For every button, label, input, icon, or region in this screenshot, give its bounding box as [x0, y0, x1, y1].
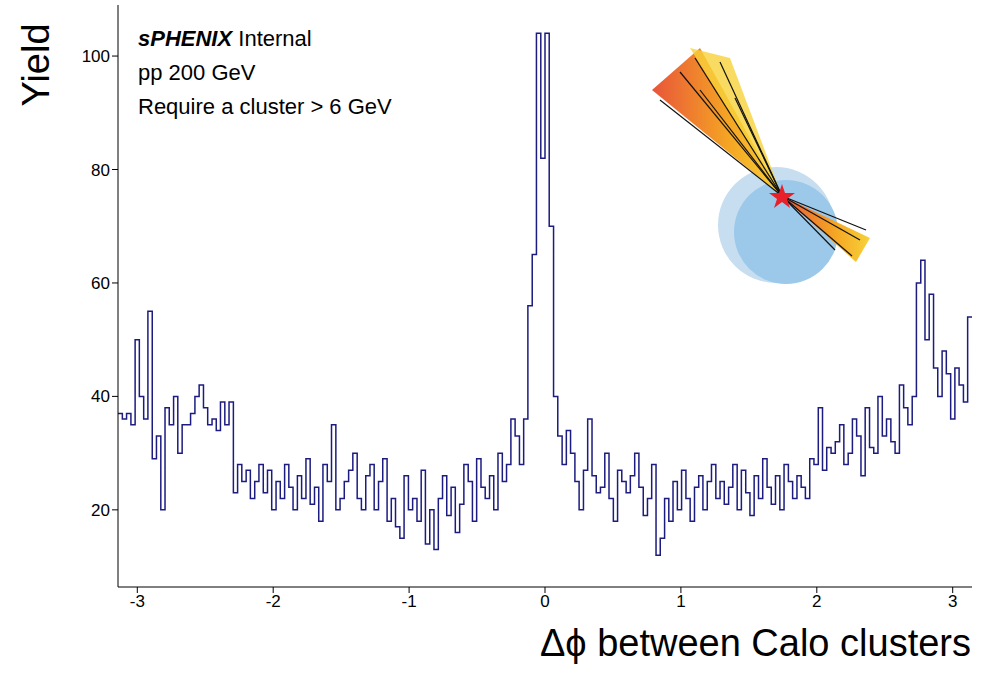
svg-text:1: 1: [676, 592, 685, 611]
svg-text:20: 20: [91, 501, 110, 520]
html-text:Yield: Yield: [15, 23, 57, 107]
html-text:sPHENIX Internal: sPHENIX Internal: [138, 26, 312, 51]
html-text:pp 200 GeV: pp 200 GeV: [138, 60, 256, 85]
html-text:Require a cluster > 6 GeV: Require a cluster > 6 GeV: [138, 94, 392, 119]
svg-text:0: 0: [540, 592, 549, 611]
svg-text:80: 80: [91, 161, 110, 180]
html-text:Δϕ between Calo clusters: Δϕ between Calo clusters: [539, 622, 971, 664]
svg-text:60: 60: [91, 274, 110, 293]
svg-text:-1: -1: [402, 592, 417, 611]
svg-text:2: 2: [812, 592, 821, 611]
svg-text:100: 100: [82, 47, 110, 66]
svg-text:40: 40: [91, 387, 110, 406]
svg-text:-3: -3: [130, 592, 145, 611]
svg-text:3: 3: [948, 592, 957, 611]
svg-text:-2: -2: [266, 592, 281, 611]
